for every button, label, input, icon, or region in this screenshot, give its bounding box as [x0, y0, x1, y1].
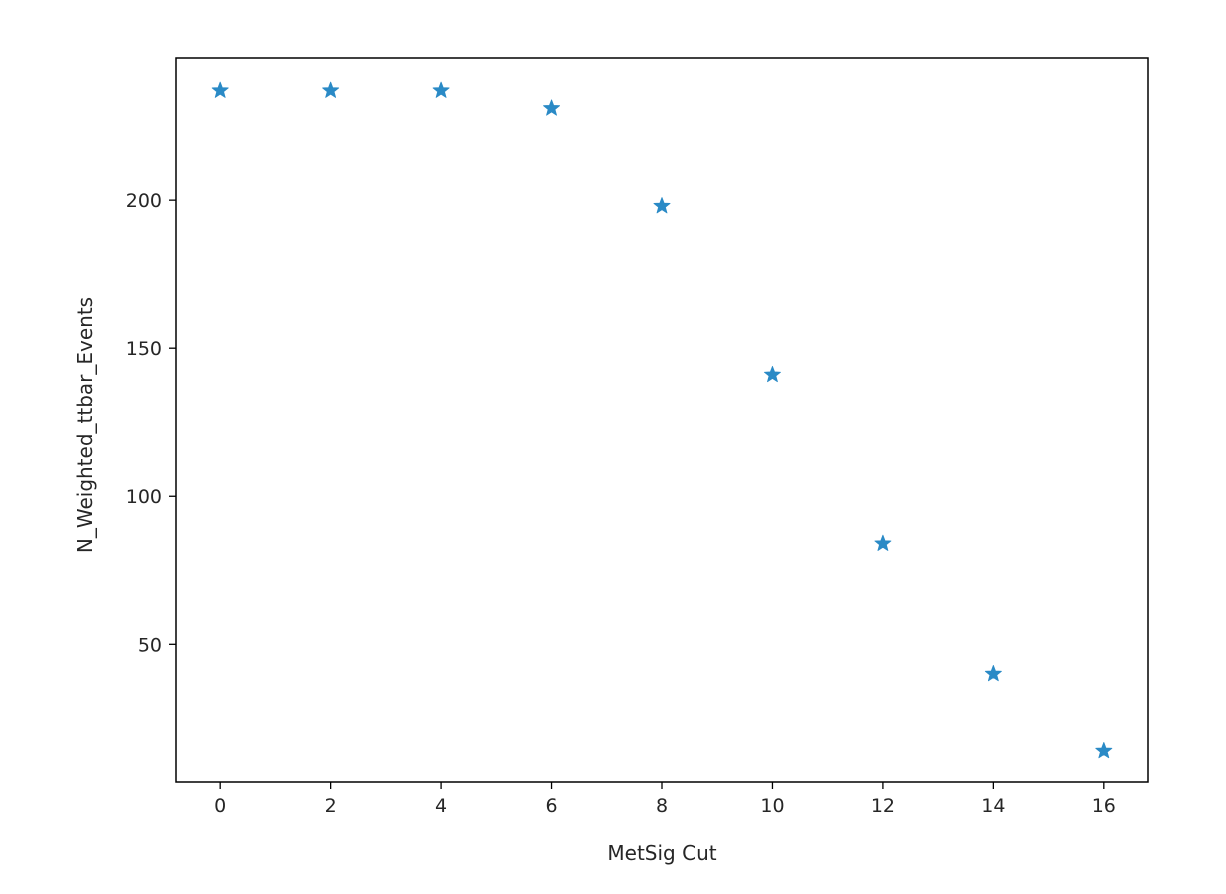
x-axis-ticks: 0 2 4 6 8 10 12 14 16: [214, 782, 1116, 817]
y-tick-label: 50: [138, 634, 162, 656]
data-point: [1095, 742, 1113, 759]
y-tick-label: 200: [126, 190, 162, 212]
y-tick-label: 100: [126, 486, 162, 508]
data-point: [763, 365, 781, 383]
data-point: [211, 81, 229, 98]
data-point: [322, 81, 340, 98]
y-axis-ticks: 50 100 150 200: [126, 190, 176, 656]
data-point: [984, 665, 1002, 682]
x-tick-label: 16: [1092, 795, 1116, 817]
x-tick-label: 14: [981, 795, 1005, 817]
axes-frame: [175, 57, 1149, 783]
x-tick-label: 0: [214, 795, 226, 817]
y-tick-label: 150: [126, 338, 162, 360]
x-tick-label: 10: [760, 795, 784, 817]
x-tick-label: 8: [656, 795, 668, 817]
plot-area: [175, 57, 1149, 783]
data-point: [543, 99, 561, 116]
data-point: [432, 81, 450, 98]
x-axis-label: MetSig Cut: [607, 841, 716, 865]
data-series: [211, 81, 1113, 759]
x-tick-label: 4: [435, 795, 447, 817]
x-tick-label: 2: [325, 795, 337, 817]
y-axis-label: N_Weighted_ttbar_Events: [73, 297, 97, 553]
data-point: [874, 534, 892, 551]
x-tick-label: 6: [545, 795, 557, 817]
data-point: [653, 197, 671, 214]
x-tick-label: 12: [871, 795, 895, 817]
